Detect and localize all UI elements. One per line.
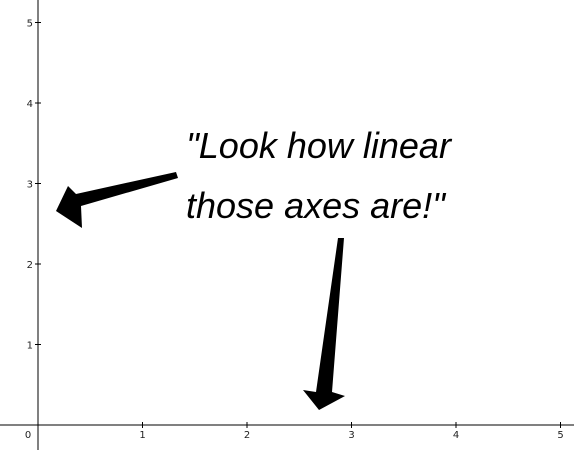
annotation-line-2: those axes are!": [186, 185, 447, 226]
x-tick-label: 1: [139, 430, 145, 441]
x-tick-label: 4: [453, 430, 459, 441]
x-tick-label: 2: [244, 430, 250, 441]
arrow-down-icon: [303, 238, 345, 410]
annotation-line-1: "Look how linear: [186, 125, 453, 166]
arrow-left-icon: [56, 172, 178, 228]
y-tick-label: 1: [27, 341, 33, 352]
x-tick-label-0: 0: [25, 430, 31, 441]
y-tick-label: 3: [27, 180, 33, 191]
y-tick-label: 5: [27, 19, 33, 30]
y-ticks: 1 2 3 4 5: [27, 19, 41, 352]
y-tick-label: 4: [27, 99, 33, 110]
x-tick-label: 3: [348, 430, 354, 441]
y-tick-label: 2: [27, 260, 33, 271]
x-ticks: 1 2 3 4 5: [139, 422, 564, 441]
x-tick-label: 5: [557, 430, 563, 441]
